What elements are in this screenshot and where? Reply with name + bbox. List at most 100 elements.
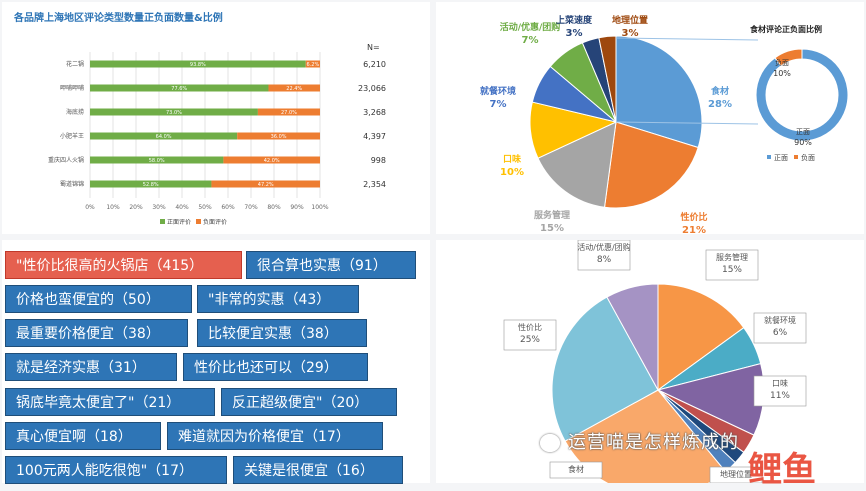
category-label: 花二锅	[66, 60, 84, 68]
pie-slice-percent: 90%	[794, 138, 812, 147]
watermark-text: 运营喵是怎样炼成的	[568, 432, 739, 453]
x-tick-label: 60%	[221, 204, 235, 211]
pie-slice	[551, 296, 659, 442]
pie-slice	[598, 35, 617, 123]
bar-positive	[90, 156, 224, 164]
pie-slice-percent: 3%	[566, 28, 583, 39]
pie-slice-label: 食材	[710, 85, 729, 97]
bar-positive	[90, 84, 269, 92]
x-tick-label: 80%	[267, 204, 281, 211]
x-tick-label: 70%	[244, 204, 258, 211]
bar-negative	[237, 132, 320, 140]
pie-slice-percent: 10%	[500, 167, 524, 178]
x-tick-label: 100%	[311, 204, 328, 211]
donut-legend-positive: 正面	[774, 154, 788, 162]
x-tick-label: 40%	[175, 204, 189, 211]
pie-slice	[615, 35, 703, 149]
bar-data-label: 77.6%	[171, 86, 187, 92]
pie-slice-label: 性价比	[518, 322, 542, 332]
pie-slice-label: 口味	[772, 378, 788, 388]
callout-box	[503, 319, 557, 351]
bar-positive	[90, 132, 238, 140]
donut-legend-negative: 负面	[801, 153, 815, 162]
watermark: 运营喵是怎样炼成的	[540, 428, 739, 454]
second-pie-chart: 服务管理 15% 就餐环境 6% 口味 11% 地理位置 食材 性价比 25% 活动/优惠/团购 8%	[503, 239, 807, 491]
n-value-label: 2,354	[363, 180, 386, 189]
pie-slice-percent: 15%	[540, 223, 564, 234]
keyword-tag: 性价比也还可以（29）	[183, 353, 368, 381]
wechat-icon	[540, 434, 560, 452]
keyword-tag: 关键是很便宜（16）	[233, 456, 403, 484]
n-value-label: 4,397	[363, 132, 386, 141]
callout-box	[753, 312, 807, 344]
pie-slice-label: 口味	[503, 153, 521, 165]
pie-slice-label: 就餐环境	[480, 85, 516, 97]
pie-slice	[564, 389, 727, 491]
bar-negative	[223, 156, 320, 164]
keyword-tag: 100元两人能吃很饱"（17）	[5, 456, 227, 484]
x-tick-label: 0%	[85, 204, 95, 211]
pie-slice-percent: 7%	[522, 35, 539, 46]
legend-positive: 正面评价	[167, 218, 191, 226]
bar-data-label: 64.0%	[156, 134, 172, 140]
pie-slice-label: 上菜速度	[556, 14, 593, 26]
pie-slice-label: 服务管理	[534, 209, 570, 221]
x-tick-label: 90%	[290, 204, 304, 211]
pie-slice-label: 负面	[775, 58, 789, 67]
bar-positive	[90, 60, 306, 68]
category-label: 海底捞	[66, 108, 84, 116]
stacked-bar-chart: 各品牌上海地区评论类型数量正负面数量&比例 N= 93.8% 6.2% 77.6% 2…	[13, 11, 386, 226]
pie-slice-percent: 15%	[722, 265, 742, 275]
keyword-tag: 最重要价格便宜（38）	[5, 319, 188, 347]
n-value-label: 6,210	[363, 60, 386, 69]
pie-slice	[657, 283, 745, 391]
bar-data-label: 42.0%	[264, 158, 280, 164]
pie-slice-percent: 7%	[490, 99, 507, 110]
keyword-tag: 比较便宜实惠（38）	[197, 319, 367, 347]
donut-title: 食材评论正负面比例	[750, 24, 822, 34]
category-label: 小肥羊王	[60, 132, 84, 140]
pie-slice-percent: 10%	[773, 69, 791, 78]
pie-slice-percent: 11%	[770, 391, 790, 401]
bar-data-label: 73.0%	[166, 110, 182, 116]
callout-box	[753, 375, 807, 407]
keyword-tag: 就是经济实惠（31）	[5, 353, 177, 381]
x-tick-label: 20%	[129, 204, 143, 211]
category-label: 蜀道锦锦	[60, 180, 84, 188]
bar-data-label: 58.0%	[149, 158, 165, 164]
bar-positive	[90, 180, 212, 188]
pie-slice-percent: 21%	[682, 225, 706, 234]
keyword-tag: 反正超级便宜"（20）	[221, 388, 397, 416]
bar-positive	[90, 108, 258, 116]
bar-negative	[305, 60, 320, 68]
pie-slice-label: 就餐环境	[764, 315, 796, 325]
watermark-logo: 鲤鱼	[748, 450, 816, 490]
pie-slice-label: 地理位置	[612, 14, 648, 26]
pie-slice	[606, 283, 659, 391]
n-value-label: 23,066	[358, 84, 386, 93]
n-label: N=	[367, 43, 380, 52]
category-label: 重庆四人火锅	[48, 156, 84, 164]
bar-chart-title: 各品牌上海地区评论类型数量正负面数量&比例	[13, 11, 223, 24]
callout-box	[705, 249, 759, 281]
bar-negative	[211, 180, 320, 188]
aspect-pie-panel: 食材 28% 性价比 21% 服务管理 15% 口味 10% 就餐环境 7% 活动/优惠/团购 7% 上…	[436, 2, 864, 236]
bar-negative	[268, 84, 320, 92]
callout-box	[549, 461, 603, 479]
x-tick-label: 50%	[198, 204, 212, 211]
bar-data-label: 22.4%	[286, 86, 302, 92]
bar-data-label: 36.0%	[271, 134, 287, 140]
pie-slice-percent: 6%	[773, 328, 788, 338]
x-tick-label: 30%	[152, 204, 166, 211]
legend-negative: 负面评价	[203, 218, 227, 226]
bar-negative	[257, 108, 320, 116]
pie-slice-label: 活动/优惠/团购	[500, 21, 561, 33]
bar-data-label: 6.2%	[307, 62, 320, 68]
keyword-tag: 真心便宜啊（18）	[5, 422, 161, 450]
keyword-tag: "性价比很高的火锅店（415）	[5, 251, 242, 279]
x-tick-label: 10%	[106, 204, 120, 211]
pie-slice	[603, 121, 699, 209]
pie-slice	[537, 121, 617, 208]
donut-legend: 正面 负面	[767, 153, 815, 162]
bar-data-label: 27.0%	[281, 110, 297, 116]
